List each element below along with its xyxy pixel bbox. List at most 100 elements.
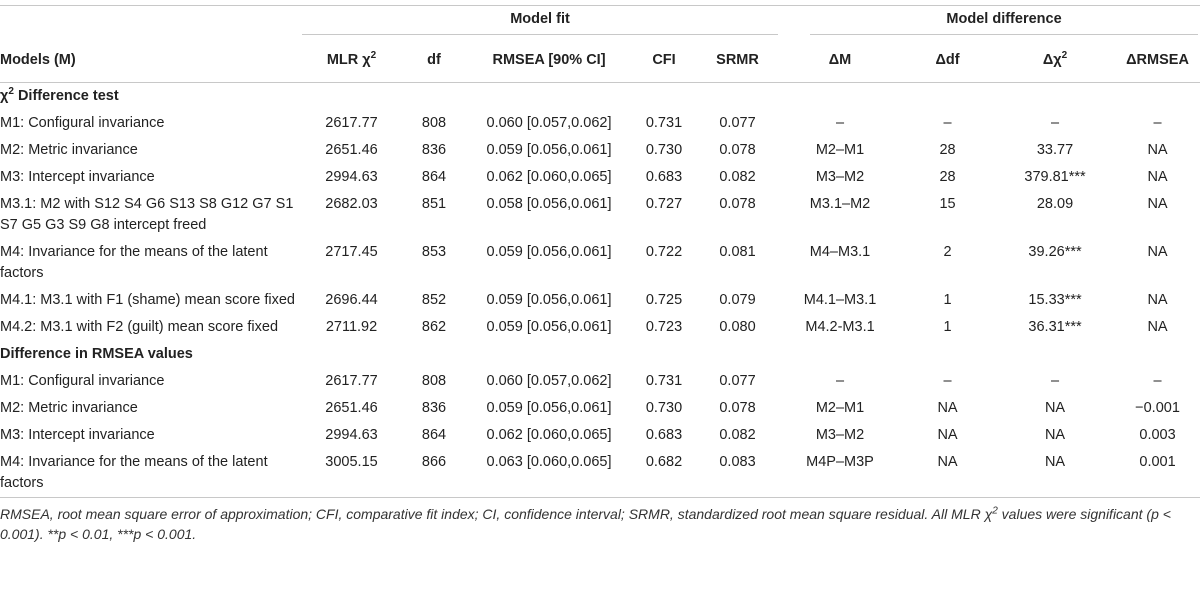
cell: 836 (421, 142, 447, 158)
cell: M3: Intercept invariance (0, 427, 155, 443)
cell: 2994.63 (325, 169, 378, 185)
group-label: Model difference (810, 9, 1199, 35)
text-part: Δχ (1042, 51, 1062, 68)
column-header: Δχ2 (995, 38, 1116, 83)
cell: 0.058 [0.056,0.061] (486, 196, 612, 212)
data-row: M3: Intercept invariance 2994.63 864 0.062 … (0, 164, 1200, 191)
cell: 0.078 (719, 196, 756, 212)
cell: 0.059 [0.056,0.061] (486, 142, 612, 158)
cell: 853 (421, 244, 447, 260)
cell: 864 (421, 427, 447, 443)
superscript: 2 (8, 86, 14, 98)
cell: 28.09 (1036, 196, 1074, 212)
section-row: χ2 Difference test (0, 83, 1200, 111)
text-part: RMSEA, root mean square error of approxi… (0, 506, 993, 522)
cell: 852 (421, 292, 447, 308)
cell: 862 (421, 319, 447, 335)
footnote: RMSEA, root mean square error of approxi… (0, 504, 1200, 544)
cell: 0.731 (645, 115, 683, 131)
text-part: MLR χ (326, 51, 371, 68)
cell: 2617.77 (325, 373, 378, 389)
column-header-row: Models (M) MLR χ2 df RMSEA [90% CI] CFI SRMR Δ… (0, 38, 1200, 83)
cell: 2617.77 (325, 115, 378, 131)
cell: 28 (939, 169, 956, 185)
cell: 0.062 [0.060,0.065] (486, 427, 612, 443)
cell: 0.725 (645, 292, 683, 308)
cell: 39.26*** (1028, 244, 1082, 260)
cell: NA (1147, 196, 1168, 212)
superscript: 2 (992, 505, 998, 517)
cell: M2–M1 (815, 400, 865, 416)
cell: 0.062 [0.060,0.065] (486, 169, 612, 185)
data-row: M1: Configural invariance 2617.77 808 0.060… (0, 368, 1200, 395)
cell: 0.063 [0.060,0.065] (465, 449, 633, 498)
group-header-row: Model fit Model difference (0, 6, 1200, 39)
cell: 2717.45 (325, 244, 378, 260)
cell: 0.683 (645, 169, 683, 185)
cell: – (1153, 373, 1162, 389)
cell: 0.723 (645, 319, 683, 335)
cell: M4.2-M3.1 (805, 319, 875, 335)
cell: 0.079 (719, 292, 756, 308)
column-header: Δdf (900, 38, 996, 83)
cell: M1: Configural invariance (0, 373, 165, 389)
cell: 0.683 (645, 427, 683, 443)
cell: 0.730 (645, 400, 683, 416)
data-row: M4.2: M3.1 with F2 (guilt) mean score fi… (0, 314, 1200, 341)
results-table: Model fit Model difference Models (M) MLR… (0, 5, 1200, 498)
data-row: M1: Configural invariance 2617.77 808 0.060… (0, 110, 1200, 137)
superscript: 2 (370, 49, 377, 61)
cell: 866 (403, 449, 465, 498)
cell: 0.727 (645, 196, 683, 212)
cell: M4.2: M3.1 with F2 (guilt) mean score fi… (0, 319, 279, 335)
column-header: CFI (633, 38, 695, 83)
cell: 2651.46 (325, 142, 378, 158)
cell: 2994.63 (325, 427, 378, 443)
cell: M2: Metric invariance (0, 142, 138, 158)
cell: NA (1147, 244, 1168, 260)
section-title: χ2 Difference test (0, 83, 1200, 111)
data-row: M4: Invariance for the means of the late… (0, 239, 1200, 287)
cell: 379.81*** (1024, 169, 1086, 185)
blank (0, 6, 300, 39)
column-header: SRMR (695, 38, 781, 83)
cell: 2651.46 (325, 400, 378, 416)
cell: 0.060 [0.057,0.062] (486, 373, 612, 389)
column-header: ΔM (780, 38, 901, 83)
cell: 33.77 (1036, 142, 1074, 158)
cell: NA (1147, 142, 1168, 158)
group-header: Model difference (780, 6, 1200, 39)
column-header: MLR χ2 (300, 38, 403, 83)
cell: M1: Configural invariance (0, 115, 165, 131)
cell: 0.731 (645, 373, 683, 389)
cell: 0.077 (719, 373, 756, 389)
text-part: χ (0, 88, 9, 104)
column-header: Models (M) (0, 38, 300, 83)
cell: 0.682 (633, 449, 695, 498)
cell: 0.730 (645, 142, 683, 158)
data-row: M3.1: M2 with S12 S4 G6 S13 S8 G12 G7 S1… (0, 191, 1200, 239)
cell: 0.077 (719, 115, 756, 131)
cell: 0.083 (695, 449, 781, 498)
cell: 836 (421, 400, 447, 416)
cell: – (943, 115, 952, 131)
cell: M4: Invariance for the means of the late… (0, 244, 268, 281)
cell: NA (995, 449, 1116, 498)
cell: – (835, 115, 845, 131)
cell: 36.31*** (1028, 319, 1082, 335)
cell: 0.078 (719, 400, 756, 416)
cell: M4.1–M3.1 (803, 292, 877, 308)
cell: – (1153, 115, 1162, 131)
cell: M2: Metric invariance (0, 400, 138, 416)
cell: – (943, 373, 952, 389)
cell: 0.059 [0.056,0.061] (486, 244, 612, 260)
data-row: M3: Intercept invariance 2994.63 864 0.062 … (0, 422, 1200, 449)
cell: NA (1147, 319, 1168, 335)
cell: 0.082 (719, 169, 756, 185)
cell: 0.059 [0.056,0.061] (486, 319, 612, 335)
section-row: Difference in RMSEA values (0, 341, 1200, 368)
cell: – (835, 373, 845, 389)
cell: 2711.92 (325, 319, 378, 335)
cell: – (1050, 115, 1060, 131)
cell: 808 (421, 115, 447, 131)
